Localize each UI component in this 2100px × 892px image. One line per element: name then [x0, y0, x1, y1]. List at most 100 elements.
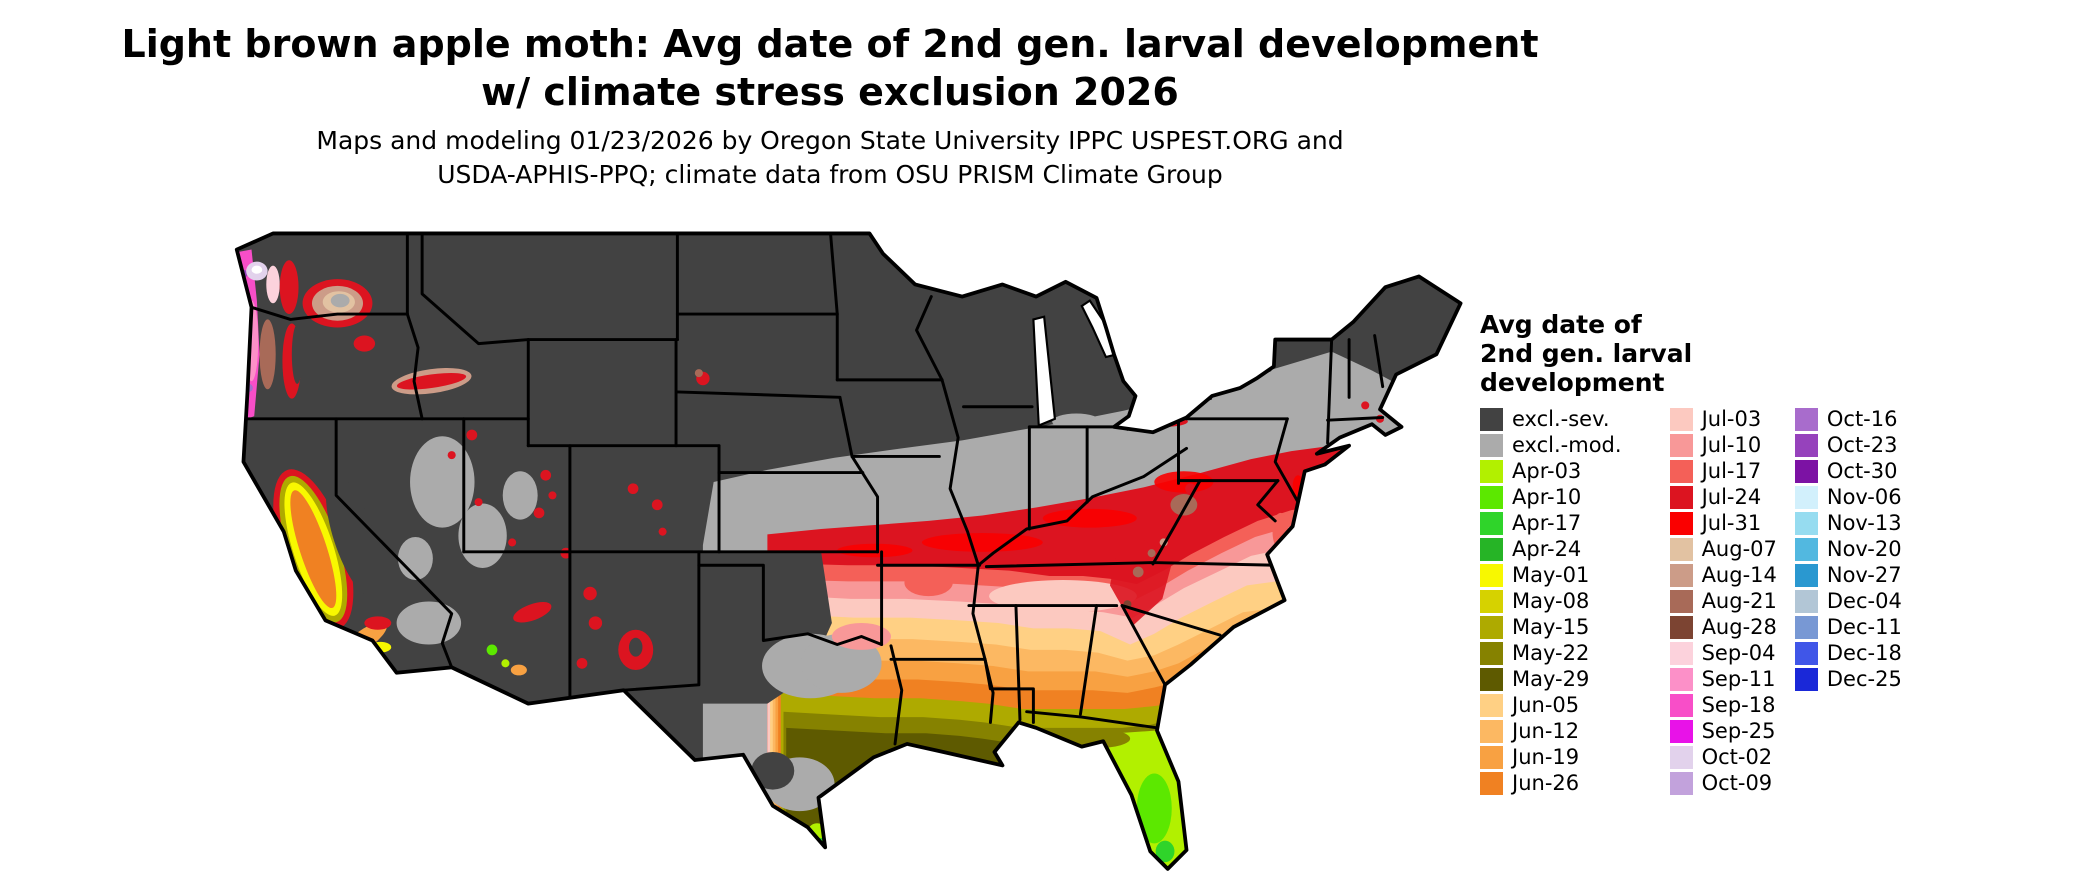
legend-entry: Apr-03: [1480, 458, 1622, 484]
map-title-line1: Light brown apple moth: Avg date of 2nd …: [121, 22, 1539, 66]
legend-entry: Oct-23: [1794, 432, 1902, 458]
legend-entry-label: Aug-21: [1701, 589, 1777, 613]
legend-color-swatch: [1794, 641, 1818, 665]
legend-entry-label: Aug-14: [1701, 563, 1777, 587]
legend-entry: Jul-17: [1669, 458, 1777, 484]
legend-entry-label: Sep-11: [1701, 667, 1776, 691]
legend-color-swatch: [1794, 433, 1818, 457]
legend-entry-label: Dec-25: [1826, 667, 1902, 691]
legend-entry-label: Apr-17: [1512, 511, 1582, 535]
legend-entry-label: May-15: [1512, 615, 1590, 639]
legend-color-swatch: [1669, 615, 1693, 639]
legend-entry-label: Jul-10: [1701, 433, 1762, 457]
legend-title-line2: 2nd gen. larval: [1480, 339, 1693, 368]
legend-entry-label: May-29: [1512, 667, 1590, 691]
legend-color-swatch: [1669, 563, 1693, 587]
legend-entry-label: Jul-24: [1701, 485, 1762, 509]
legend-entry-label: Jun-05: [1512, 693, 1580, 717]
legend-color-swatch: [1669, 693, 1693, 717]
legend-entry: Dec-18: [1794, 640, 1902, 666]
legend-color-swatch: [1480, 511, 1503, 535]
legend-entry-label: Aug-07: [1701, 537, 1777, 561]
legend-color-swatch: [1480, 537, 1503, 561]
legend-entry-label: Jul-17: [1701, 459, 1762, 483]
legend-color-swatch: [1480, 485, 1503, 509]
legend-title: Avg date of 2nd gen. larval development: [1480, 310, 1692, 397]
legend-entry: Jul-24: [1669, 484, 1777, 510]
legend-entry: excl.-mod.: [1480, 432, 1622, 458]
legend-entry: Oct-02: [1669, 744, 1777, 770]
legend-entry-label: Sep-18: [1701, 693, 1776, 717]
legend-color-swatch: [1480, 667, 1503, 691]
legend-color-swatch: [1480, 771, 1503, 795]
legend-entry-label: Nov-06: [1826, 485, 1902, 509]
legend-color-swatch: [1794, 667, 1818, 691]
legend-color-swatch: [1669, 771, 1693, 795]
legend-color-swatch: [1480, 615, 1503, 639]
legend-entry-label: Nov-27: [1826, 563, 1902, 587]
legend-color-swatch: [1480, 641, 1503, 665]
legend-entry: Nov-06: [1794, 484, 1902, 510]
legend-entry-label: Apr-24: [1512, 537, 1582, 561]
legend-color-swatch: [1794, 615, 1818, 639]
legend-entry-label: Oct-23: [1826, 433, 1898, 457]
map-subtitle-line2: USDA-APHIS-PPQ; climate data from OSU PR…: [437, 160, 1223, 189]
legend-entry: Jul-03: [1669, 406, 1777, 432]
legend-entry: May-08: [1480, 588, 1622, 614]
legend-entry-label: Sep-25: [1701, 719, 1776, 743]
legend-color-swatch: [1669, 511, 1693, 535]
legend-column: excl.-sev. excl.-mod. Apr-03 Apr-10 Apr-17 Ap…: [1480, 406, 1622, 796]
legend-color-swatch: [1480, 693, 1503, 717]
legend-entry-label: Apr-10: [1512, 485, 1582, 509]
legend-entry-label: Jun-26: [1512, 771, 1580, 795]
legend-color-swatch: [1480, 745, 1503, 769]
legend-entry: Jul-10: [1669, 432, 1777, 458]
legend-entry-label: May-22: [1512, 641, 1590, 665]
legend-entry: Apr-17: [1480, 510, 1622, 536]
legend-color-swatch: [1669, 485, 1693, 509]
legend-color-swatch: [1794, 407, 1818, 431]
legend-entry-label: Nov-13: [1826, 511, 1902, 535]
legend-title-line1: Avg date of: [1480, 310, 1642, 339]
legend-entry-label: Dec-11: [1826, 615, 1902, 639]
legend-color-swatch: [1669, 745, 1693, 769]
legend-column: Jul-03 Jul-10 Jul-17 Jul-24 Jul-31 Aug-07 Aug-…: [1669, 406, 1777, 796]
legend: excl.-sev. excl.-mod. Apr-03 Apr-10 Apr-17 Ap…: [1480, 406, 1920, 796]
legend-entry: Oct-09: [1669, 770, 1777, 796]
legend-entry: Dec-25: [1794, 666, 1902, 692]
legend-entry: Sep-18: [1669, 692, 1777, 718]
legend-column: Oct-16 Oct-23 Oct-30 Nov-06 Nov-13 Nov-20 Nov-…: [1794, 406, 1902, 692]
legend-entry-label: excl.-mod.: [1512, 433, 1622, 457]
legend-color-swatch: [1480, 459, 1503, 483]
legend-entry-label: Oct-09: [1701, 771, 1773, 795]
legend-entry: Aug-21: [1669, 588, 1777, 614]
legend-color-swatch: [1794, 511, 1818, 535]
legend-entry-label: Oct-30: [1826, 459, 1898, 483]
legend-entry: Aug-28: [1669, 614, 1777, 640]
legend-color-swatch: [1480, 719, 1503, 743]
legend-color-swatch: [1669, 433, 1693, 457]
legend-color-swatch: [1480, 563, 1503, 587]
legend-entry: Dec-04: [1794, 588, 1902, 614]
legend-entry-label: Aug-28: [1701, 615, 1777, 639]
legend-entry-label: Jul-31: [1701, 511, 1762, 535]
legend-title-line3: development: [1480, 368, 1665, 397]
legend-entry: Oct-30: [1794, 458, 1902, 484]
legend-color-swatch: [1480, 589, 1503, 613]
legend-color-swatch: [1480, 407, 1503, 431]
legend-entry: Nov-13: [1794, 510, 1902, 536]
legend-color-swatch: [1669, 537, 1693, 561]
legend-entry: Aug-14: [1669, 562, 1777, 588]
map-subtitle-line1: Maps and modeling 01/23/2026 by Oregon S…: [316, 126, 1344, 155]
legend-color-swatch: [1669, 407, 1693, 431]
legend-entry-label: Sep-04: [1701, 641, 1776, 665]
legend-entry: Jun-05: [1480, 692, 1622, 718]
legend-entry: Nov-20: [1794, 536, 1902, 562]
us-map-svg: [234, 231, 1463, 871]
legend-entry-label: May-01: [1512, 563, 1590, 587]
legend-entry-label: Oct-16: [1826, 407, 1898, 431]
legend-entry: Nov-27: [1794, 562, 1902, 588]
map-title-line2: w/ climate stress exclusion 2026: [481, 70, 1179, 114]
legend-entry: Sep-25: [1669, 718, 1777, 744]
legend-color-swatch: [1794, 459, 1818, 483]
